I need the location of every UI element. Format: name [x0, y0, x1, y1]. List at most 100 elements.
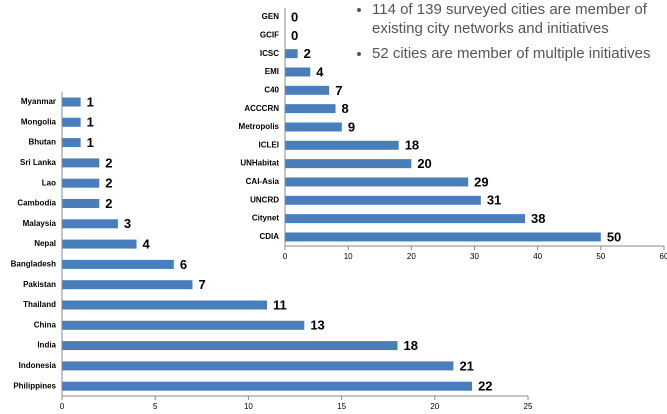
x-tick-label: 5 [153, 402, 158, 411]
y-tick-label: Indonesia [19, 361, 57, 370]
data-label: 6 [180, 257, 187, 272]
y-tick-label: Bhutan [28, 138, 56, 147]
y-tick-label: C40 [264, 85, 279, 94]
y-tick-label: Metropolis [239, 122, 280, 131]
data-label: 8 [342, 101, 349, 116]
note: 52 cities are member of multiple initiat… [372, 44, 667, 63]
y-tick-label: ACCCRN [244, 104, 279, 113]
y-tick-label: Sri Lanka [20, 158, 57, 167]
y-tick-label: Cambodia [17, 199, 56, 208]
y-tick-label: GEN [262, 12, 280, 21]
data-label: 2 [304, 46, 311, 61]
y-tick-label: UNHabitat [240, 159, 279, 168]
data-label: 20 [417, 156, 431, 171]
x-tick-label: 30 [470, 252, 479, 261]
bar [62, 239, 137, 249]
y-tick-label: ICSC [260, 49, 279, 58]
data-label: 9 [348, 119, 355, 134]
bar [62, 280, 193, 290]
data-label: 1 [87, 135, 94, 150]
data-label: 4 [316, 64, 324, 79]
y-tick-label: India [37, 341, 56, 350]
x-tick-label: 20 [430, 402, 439, 411]
x-tick-label: 40 [533, 252, 542, 261]
data-label: 1 [87, 115, 94, 130]
bar [62, 158, 100, 168]
bar [62, 300, 268, 310]
bar [62, 259, 174, 269]
data-label: 7 [335, 83, 342, 98]
notes: 114 of 139 surveyed cities are member of… [352, 0, 667, 63]
bar [285, 195, 481, 205]
data-label: 7 [198, 277, 205, 292]
bar [62, 361, 454, 371]
data-label: 4 [143, 237, 151, 252]
y-tick-label: CAI-Asia [246, 177, 280, 186]
plot-bg [285, 8, 664, 246]
bar [285, 49, 298, 59]
y-tick-label: Myanmar [21, 97, 56, 106]
x-tick-label: 0 [60, 402, 65, 411]
x-tick-label: 10 [244, 402, 253, 411]
data-label: 18 [405, 138, 419, 153]
y-tick-label: Bangladesh [11, 260, 56, 269]
bar [285, 122, 342, 132]
bar [62, 341, 398, 351]
x-tick-label: 10 [344, 252, 353, 261]
x-tick-label: 50 [596, 252, 605, 261]
y-tick-label: Pakistan [23, 280, 56, 289]
y-tick-label: Nepal [34, 239, 56, 248]
x-tick-label: 20 [407, 252, 416, 261]
bar [285, 177, 469, 187]
data-label: 2 [105, 176, 112, 191]
data-label: 2 [105, 196, 112, 211]
y-tick-label: Thailand [23, 300, 56, 309]
bar [62, 178, 100, 188]
data-label: 3 [124, 216, 131, 231]
y-tick-label: GCIF [260, 30, 279, 39]
bar [285, 232, 601, 242]
bar [62, 199, 100, 208]
y-tick-label: UNCRD [250, 195, 279, 204]
bar [285, 159, 412, 169]
bar [62, 138, 81, 148]
data-label: 21 [459, 358, 473, 373]
y-tick-label: EMI [265, 67, 279, 76]
data-label: 13 [310, 318, 324, 333]
x-tick-label: 15 [337, 402, 346, 411]
data-label: 11 [273, 297, 287, 312]
y-tick-label: China [34, 320, 57, 329]
data-label: 0 [291, 28, 298, 43]
y-tick-label: Malaysia [23, 219, 57, 228]
note: 114 of 139 surveyed cities are member of… [372, 0, 667, 38]
data-label: 31 [487, 193, 501, 208]
bar [285, 214, 526, 224]
data-label: 22 [478, 379, 492, 394]
data-label: 1 [87, 94, 94, 109]
bar [62, 219, 118, 229]
y-tick-label: Citynet [252, 214, 279, 223]
data-label: 18 [404, 338, 418, 353]
data-label: 50 [607, 229, 621, 244]
y-tick-label: Lao [42, 178, 56, 187]
y-tick-label: ICLEI [259, 140, 279, 149]
data-label: 38 [531, 211, 545, 226]
bar [285, 67, 311, 77]
data-label: 29 [474, 174, 488, 189]
bar [285, 85, 330, 95]
x-tick-label: 60 [660, 252, 667, 261]
x-tick-label: 0 [283, 252, 288, 261]
y-tick-label: CDIA [259, 232, 279, 241]
bar [62, 97, 81, 107]
bar [62, 320, 305, 330]
x-tick-label: 25 [524, 402, 533, 411]
y-tick-label: Mongolia [21, 117, 57, 126]
data-label: 2 [105, 155, 112, 170]
bar [285, 104, 336, 114]
data-label: 0 [291, 9, 298, 24]
bar [285, 140, 399, 150]
y-tick-label: Philippines [13, 381, 56, 390]
bar [62, 381, 473, 391]
